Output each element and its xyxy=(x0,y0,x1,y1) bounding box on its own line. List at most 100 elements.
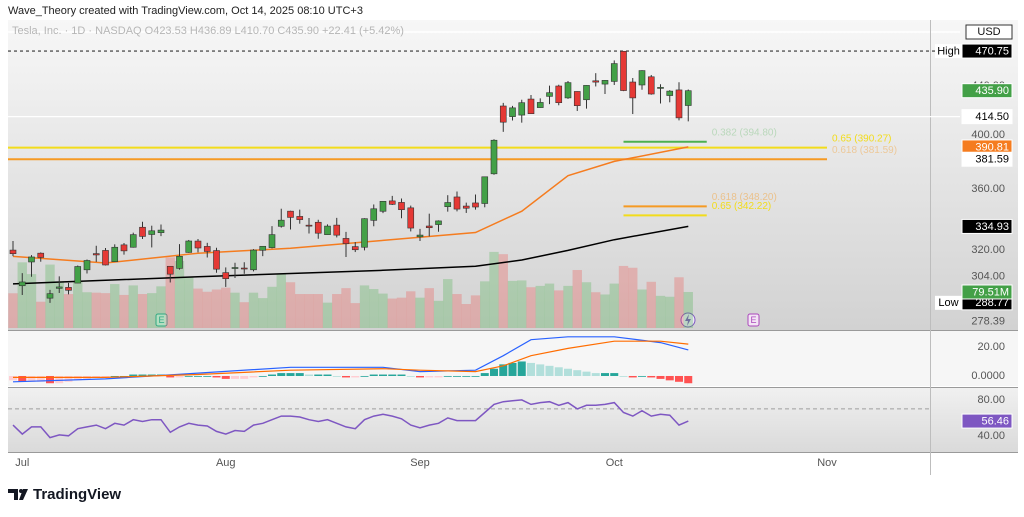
candle-body xyxy=(277,219,285,227)
macd-bar xyxy=(536,364,545,376)
volume-bar xyxy=(267,286,277,328)
volume-bar xyxy=(655,295,666,328)
volume-bar xyxy=(276,273,286,328)
macd-bar xyxy=(36,375,45,382)
price-tag-caption-box xyxy=(935,295,962,310)
candle-body xyxy=(620,50,627,91)
candle-body xyxy=(472,202,479,208)
macd-bar xyxy=(647,375,656,378)
macd-bar xyxy=(351,375,360,378)
price-tag xyxy=(961,109,1013,125)
candle-body xyxy=(527,98,535,115)
candle-body xyxy=(647,76,655,95)
volume-bar xyxy=(674,277,684,328)
macd-bar xyxy=(397,374,406,376)
macd-bar xyxy=(73,375,82,381)
macd-bar xyxy=(406,375,415,377)
macd-bar xyxy=(610,373,619,376)
macd-bar xyxy=(517,361,526,376)
candle-body xyxy=(425,225,433,229)
volume-bar xyxy=(128,285,138,328)
fib-label: 0.382 (394.80) xyxy=(712,127,777,138)
macd-bar xyxy=(268,374,276,376)
candle-body xyxy=(240,267,248,270)
macd-bar xyxy=(27,375,36,382)
candle-body xyxy=(111,246,119,262)
price-tag-label: 390.81 xyxy=(975,141,1009,153)
macd-bar xyxy=(166,375,175,378)
volume-bar xyxy=(480,281,490,328)
volume-bar xyxy=(470,295,481,328)
macd-bar xyxy=(258,375,267,377)
macd-bar xyxy=(564,368,572,376)
volume-bar xyxy=(535,285,545,328)
volume-bar xyxy=(433,300,444,328)
macd-bar xyxy=(379,374,387,376)
currency: USD xyxy=(977,26,1000,38)
candle-body xyxy=(268,234,276,248)
volume-bar xyxy=(544,283,555,328)
volume-bar xyxy=(350,303,360,328)
candle-body xyxy=(601,80,609,85)
macd-bar xyxy=(554,367,563,376)
earnings-marker: E xyxy=(747,313,760,327)
candle-body xyxy=(435,220,442,225)
macd-bar xyxy=(138,374,147,376)
volume-bar xyxy=(248,292,259,328)
macd-bar xyxy=(184,375,193,377)
price-tag-label: 334.93 xyxy=(975,221,1009,233)
x-tick-label: Sep xyxy=(410,457,430,469)
candle-body xyxy=(555,85,563,103)
price-tag-caption-box xyxy=(935,44,962,59)
macd-bar xyxy=(471,375,480,377)
macd-bar xyxy=(675,375,683,382)
volume-bar xyxy=(211,289,222,328)
volume-bar xyxy=(452,294,462,328)
volume-bar xyxy=(646,281,656,328)
price-tag xyxy=(961,413,1013,429)
macd-bar xyxy=(175,375,184,378)
price-tag xyxy=(961,83,1013,99)
volume-bar xyxy=(341,288,351,328)
earnings-marker: E xyxy=(155,313,168,327)
candle-body xyxy=(666,90,674,96)
y-tick-label: 360.00 xyxy=(971,183,1005,195)
candle-body xyxy=(490,139,498,175)
macd-bar xyxy=(369,374,378,376)
macd-bar xyxy=(314,374,323,376)
volume-bar xyxy=(26,274,37,328)
rsi-pane xyxy=(8,388,1018,452)
candle-body xyxy=(129,234,137,248)
volume-bar xyxy=(63,294,74,328)
volume-bar xyxy=(369,289,379,328)
volume-bar xyxy=(461,303,471,328)
volume-bar xyxy=(683,291,693,328)
volume-bar xyxy=(665,296,675,328)
volume-bar xyxy=(406,291,416,328)
candle-body xyxy=(518,102,526,116)
macd-bar xyxy=(619,375,628,377)
candle-body xyxy=(610,63,618,82)
candle-body xyxy=(444,202,452,208)
header-credit: Wave_Theory created with TradingView.com… xyxy=(8,5,363,17)
volume-bar xyxy=(443,279,453,328)
candle-body xyxy=(453,196,461,210)
macd-bar xyxy=(221,375,230,379)
candle-body xyxy=(213,250,220,270)
macd-bar xyxy=(443,375,452,377)
macd-bar xyxy=(305,374,313,376)
candle-body xyxy=(194,240,202,249)
macd-bar xyxy=(240,375,249,379)
macd-bar xyxy=(129,374,138,376)
macd-bar xyxy=(601,373,609,376)
volume-bar xyxy=(184,277,194,328)
macd-bar xyxy=(490,368,498,376)
macd-bar xyxy=(147,374,156,376)
volume-bar xyxy=(119,294,129,328)
volume-bar xyxy=(110,284,120,328)
candle-body xyxy=(499,105,507,123)
volume-bar xyxy=(415,297,425,328)
price-tag xyxy=(961,284,1013,300)
candle-body xyxy=(250,249,257,271)
